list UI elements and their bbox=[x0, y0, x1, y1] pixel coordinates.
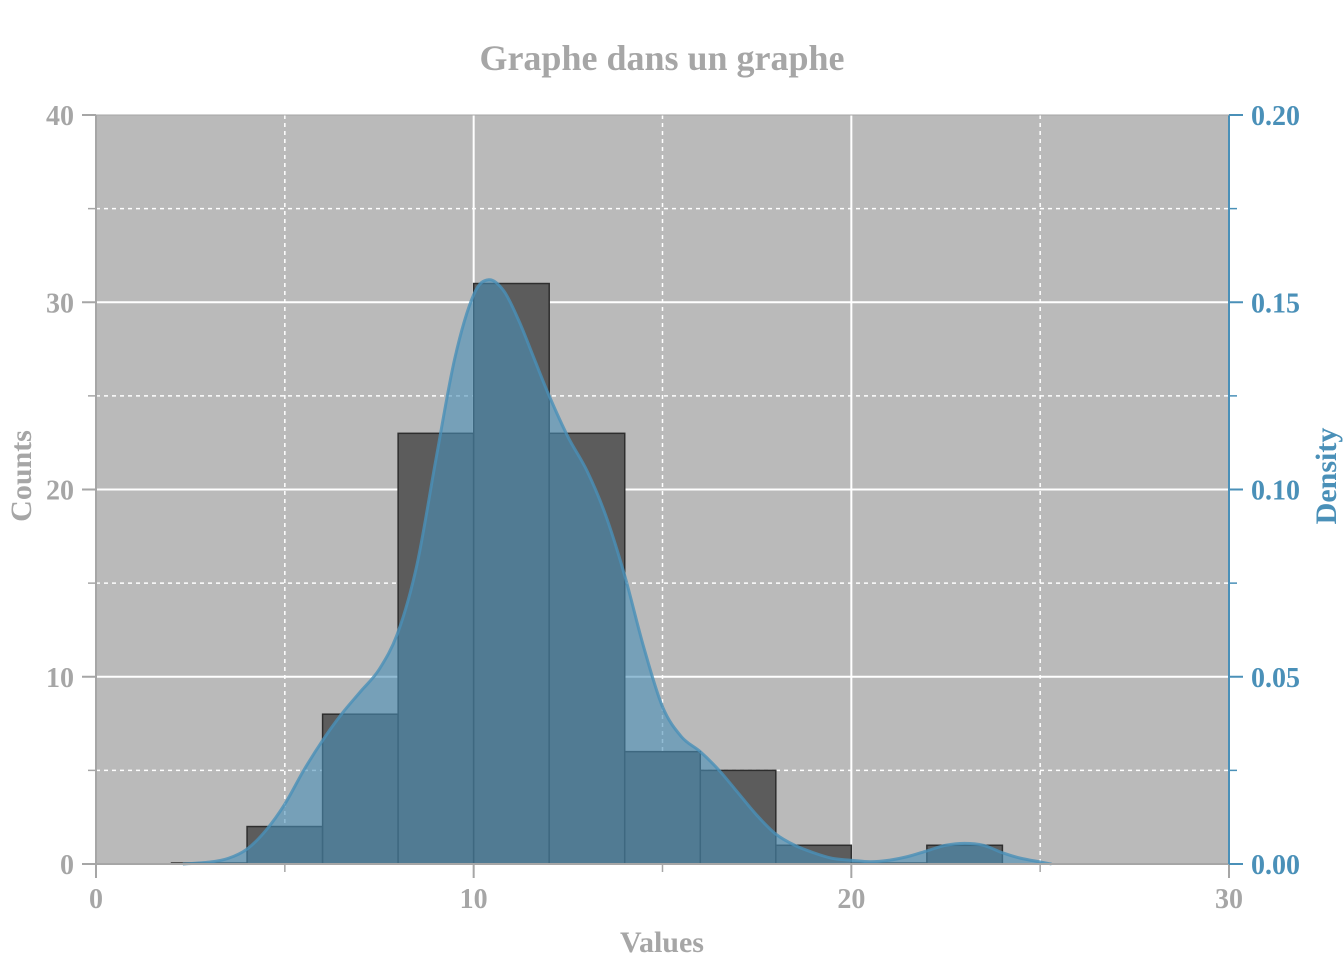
y2-tick-label: 0.15 bbox=[1251, 288, 1300, 319]
y-axis-label: Counts bbox=[5, 430, 38, 522]
x-tick-label: 10 bbox=[460, 884, 488, 915]
x-axis-label: Values bbox=[620, 926, 704, 959]
density-line bbox=[182, 278, 1052, 866]
y-tick-label: 10 bbox=[46, 663, 74, 694]
density-curve bbox=[182, 278, 1052, 866]
density-area bbox=[182, 279, 1052, 865]
y-tick-label: 30 bbox=[46, 288, 74, 319]
chart-title: Graphe dans un graphe bbox=[479, 38, 844, 78]
axes: 0 10 20 30 0 10 20 30 40 0.00 0.05 0.10 0.15 0.20 bbox=[46, 101, 1300, 915]
y-tick-label: 20 bbox=[46, 476, 74, 507]
y2-tick-label: 0.00 bbox=[1251, 850, 1300, 881]
x-tick-label: 20 bbox=[837, 884, 865, 915]
y2-tick-label: 0.10 bbox=[1251, 476, 1300, 507]
x-tick-label: 0 bbox=[89, 884, 103, 915]
y-tick-label: 0 bbox=[60, 850, 74, 881]
y2-tick-label: 0.05 bbox=[1251, 663, 1300, 694]
y-tick-label: 40 bbox=[46, 101, 74, 132]
y2-tick-label: 0.20 bbox=[1251, 101, 1300, 132]
x-tick-label: 30 bbox=[1215, 884, 1243, 915]
y2-axis-label: Density bbox=[1310, 428, 1343, 525]
